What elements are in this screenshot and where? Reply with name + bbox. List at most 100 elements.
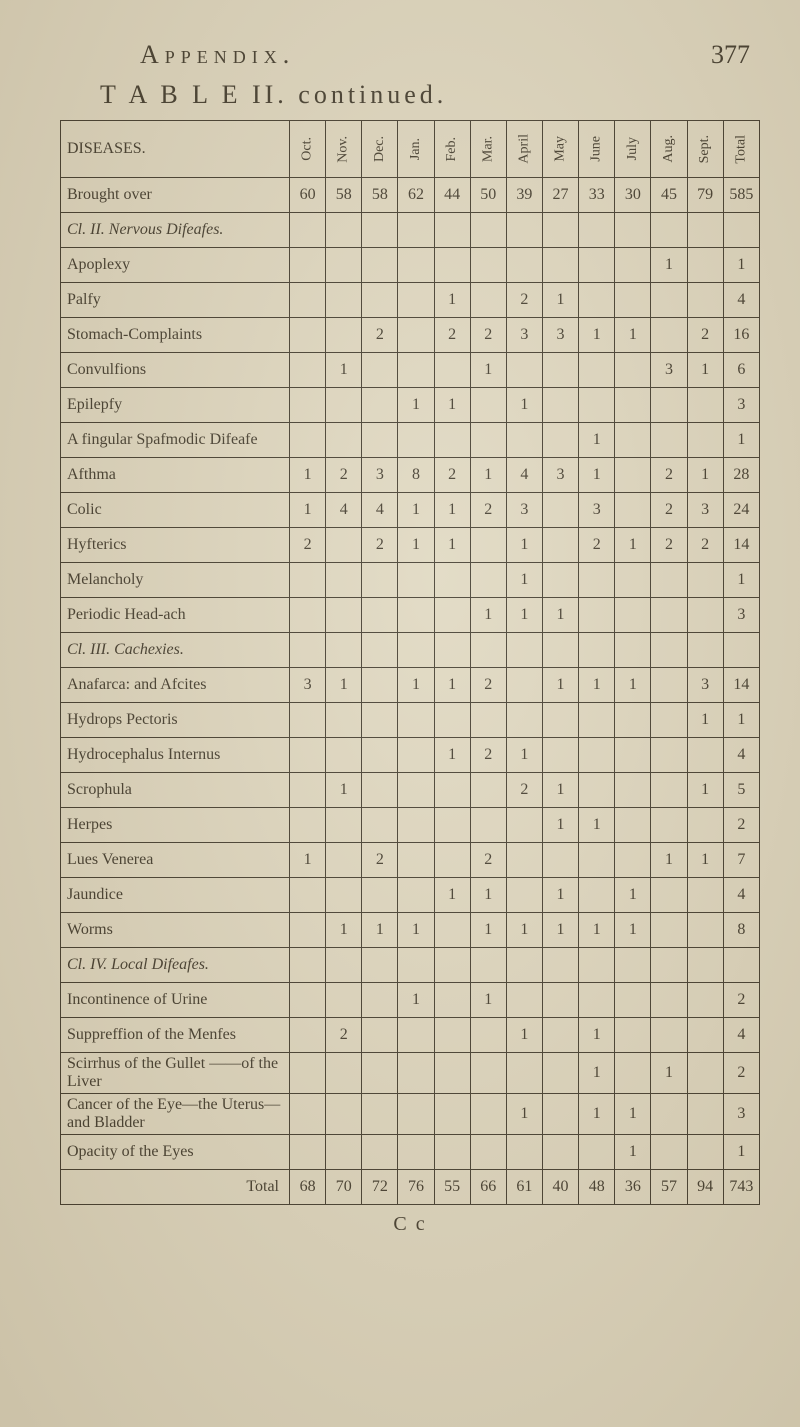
table-row: Afthma1238214312128 (61, 458, 760, 493)
cell (290, 318, 326, 353)
cell (398, 948, 434, 983)
cell (651, 633, 687, 668)
cell (434, 843, 470, 878)
cell (687, 248, 723, 283)
cell (651, 913, 687, 948)
cell (470, 388, 506, 423)
cell: 66 (470, 1170, 506, 1205)
cell: 1 (398, 668, 434, 703)
cell (651, 563, 687, 598)
cell (362, 1135, 398, 1170)
table-header-row: DISEASES.Oct.Nov.Dec.Jan.Feb.Mar.AprilMa… (61, 121, 760, 178)
cell (326, 528, 362, 563)
disease-label: Epilepfy (61, 388, 290, 423)
cell (651, 213, 687, 248)
cell (326, 633, 362, 668)
cell (506, 948, 542, 983)
cell (362, 808, 398, 843)
cell (326, 983, 362, 1018)
cell (290, 1094, 326, 1135)
cell: 1 (615, 913, 651, 948)
cell: 50 (470, 178, 506, 213)
cell: 30 (615, 178, 651, 213)
cell (615, 773, 651, 808)
cell (434, 1094, 470, 1135)
table-row: Jaundice11114 (61, 878, 760, 913)
cell: 2 (651, 528, 687, 563)
cell (290, 878, 326, 913)
month-header: Nov. (326, 121, 362, 178)
cell: 1 (326, 773, 362, 808)
cell (290, 808, 326, 843)
cell: 1 (651, 1053, 687, 1094)
cell: 1 (615, 668, 651, 703)
cell (434, 1135, 470, 1170)
cell (398, 808, 434, 843)
cell: 1 (506, 1018, 542, 1053)
table-row: A fingular Spafmodic Difeafe11 (61, 423, 760, 458)
cell (326, 703, 362, 738)
cell (326, 1094, 362, 1135)
cell: 3 (651, 353, 687, 388)
cell (398, 353, 434, 388)
disease-label: Suppreffion of the Menfes (61, 1018, 290, 1053)
cell: 1 (687, 843, 723, 878)
cell (506, 1135, 542, 1170)
disease-label: Scrophula (61, 773, 290, 808)
cell: 14 (723, 528, 759, 563)
cell (362, 423, 398, 458)
cell: 1 (398, 388, 434, 423)
cell: 4 (362, 493, 398, 528)
diseases-header: DISEASES. (61, 121, 290, 178)
cell (398, 633, 434, 668)
cell (398, 738, 434, 773)
cell (542, 388, 578, 423)
table-row: Periodic Head-ach1113 (61, 598, 760, 633)
cell: 585 (723, 178, 759, 213)
cell (326, 213, 362, 248)
cell (362, 213, 398, 248)
cell (470, 283, 506, 318)
cell (723, 948, 759, 983)
cell: 8 (398, 458, 434, 493)
cell: 2 (326, 458, 362, 493)
cell (290, 1018, 326, 1053)
table-row: Convulfions11316 (61, 353, 760, 388)
cell (506, 808, 542, 843)
cell (398, 1135, 434, 1170)
month-header: Sept. (687, 121, 723, 178)
cell (434, 983, 470, 1018)
cell: 2 (470, 843, 506, 878)
cell: 48 (579, 1170, 615, 1205)
cell: 79 (687, 178, 723, 213)
cell (615, 493, 651, 528)
table-row: Melancholy11 (61, 563, 760, 598)
cell (615, 353, 651, 388)
cell: 1 (723, 1135, 759, 1170)
cell: 4 (723, 878, 759, 913)
cell (615, 843, 651, 878)
cell (362, 388, 398, 423)
cell (542, 353, 578, 388)
cell (651, 1094, 687, 1135)
cell: 3 (723, 598, 759, 633)
cell (434, 353, 470, 388)
cell (290, 283, 326, 318)
cell: 1 (434, 388, 470, 423)
cell: 2 (579, 528, 615, 563)
cell (651, 808, 687, 843)
cell (651, 773, 687, 808)
cell (290, 773, 326, 808)
cell: 2 (651, 458, 687, 493)
cell (615, 948, 651, 983)
cell: 2 (470, 668, 506, 703)
cell (506, 1053, 542, 1094)
cell (542, 248, 578, 283)
cell: 1 (506, 1094, 542, 1135)
cell (470, 948, 506, 983)
cell: 1 (470, 458, 506, 493)
cell (434, 1018, 470, 1053)
cell (687, 808, 723, 843)
cell: 3 (542, 458, 578, 493)
cell (651, 983, 687, 1018)
